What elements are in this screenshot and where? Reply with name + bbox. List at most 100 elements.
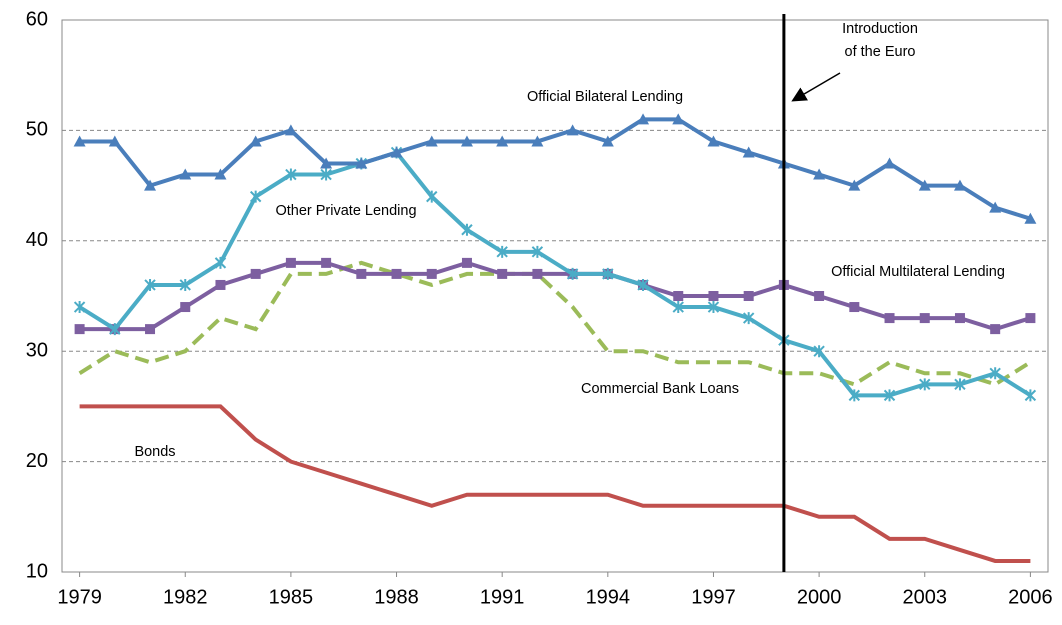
marker — [566, 124, 579, 136]
marker — [355, 157, 368, 169]
marker — [73, 301, 86, 314]
marker — [108, 135, 121, 147]
y-tick-label: 30 — [26, 339, 48, 361]
marker — [918, 179, 931, 191]
marker — [461, 223, 473, 236]
marker — [425, 135, 438, 147]
marker — [214, 168, 227, 180]
series-label: Official Multilateral Lending — [831, 264, 1005, 280]
marker — [919, 313, 930, 324]
marker — [566, 267, 579, 280]
marker — [637, 278, 649, 291]
marker — [461, 257, 472, 268]
marker — [707, 301, 720, 314]
series-label: Commercial Bank Loans — [581, 381, 739, 397]
x-tick-label: 2003 — [903, 586, 948, 608]
marker — [321, 257, 332, 268]
marker — [144, 179, 157, 191]
marker — [320, 157, 333, 169]
marker — [215, 279, 226, 290]
marker — [953, 179, 966, 191]
marker — [426, 268, 437, 279]
marker — [249, 190, 262, 203]
marker — [919, 378, 931, 391]
marker — [391, 268, 402, 279]
marker — [496, 135, 509, 147]
marker — [180, 302, 191, 313]
marker — [672, 113, 685, 125]
marker — [145, 324, 156, 335]
marker — [883, 389, 896, 402]
plot-frame — [61, 19, 1049, 573]
marker — [214, 256, 227, 269]
x-tick-label: 1988 — [374, 586, 419, 608]
series-label: Bonds — [134, 444, 175, 460]
marker — [884, 313, 895, 324]
series-line — [79, 404, 1031, 563]
y-tick-label: 60 — [26, 8, 48, 30]
marker — [707, 135, 720, 147]
marker — [989, 367, 1001, 380]
series-line — [79, 260, 1031, 332]
x-tick-label: 1979 — [57, 586, 102, 608]
marker — [250, 268, 261, 279]
marker — [813, 168, 826, 180]
marker — [496, 245, 508, 258]
marker — [285, 168, 297, 181]
marker — [601, 135, 614, 147]
marker — [954, 378, 966, 391]
y-tick-label: 10 — [26, 560, 48, 582]
y-tick-label: 40 — [26, 229, 48, 251]
annotation: of the Euro — [845, 44, 916, 60]
series-label: Official Bilateral Lending — [527, 89, 683, 105]
marker — [144, 278, 156, 291]
x-tick-label: 1997 — [691, 586, 736, 608]
x-tick-label: 2000 — [797, 586, 842, 608]
x-tick-label: 1982 — [163, 586, 208, 608]
y-tick-label: 50 — [26, 119, 48, 141]
marker — [1024, 389, 1037, 402]
x-tick-label: 2006 — [1008, 586, 1053, 608]
series-line — [78, 150, 1032, 398]
marker — [814, 291, 825, 301]
x-tick-label: 1994 — [586, 586, 631, 608]
annotation: Introduction — [842, 21, 918, 37]
marker — [320, 168, 332, 181]
marker — [743, 291, 754, 301]
marker — [73, 135, 86, 147]
marker — [742, 146, 755, 158]
marker — [179, 278, 191, 291]
marker — [637, 113, 650, 125]
y-tick-label: 20 — [26, 450, 48, 472]
marker — [531, 245, 544, 258]
marker — [109, 323, 121, 336]
marker — [848, 389, 861, 402]
marker — [1025, 313, 1036, 324]
marker — [1024, 212, 1037, 224]
marker — [990, 324, 1001, 335]
x-tick-label: 1991 — [480, 586, 525, 608]
marker — [426, 190, 438, 203]
marker — [390, 146, 403, 158]
marker — [460, 135, 473, 147]
marker — [742, 312, 755, 325]
marker — [813, 345, 825, 358]
series-label: Other Private Lending — [275, 203, 416, 219]
marker — [179, 168, 192, 180]
marker — [497, 268, 508, 279]
marker — [883, 157, 896, 169]
marker — [672, 301, 684, 314]
marker — [284, 124, 297, 136]
series-line — [79, 117, 1031, 221]
marker — [531, 135, 544, 147]
marker — [989, 201, 1002, 213]
x-tick-label: 1985 — [269, 586, 314, 608]
marker — [356, 268, 367, 279]
marker — [532, 268, 543, 279]
marker — [249, 135, 262, 147]
marker — [708, 291, 719, 301]
marker — [602, 267, 614, 280]
marker — [74, 324, 85, 335]
marker — [285, 257, 296, 268]
